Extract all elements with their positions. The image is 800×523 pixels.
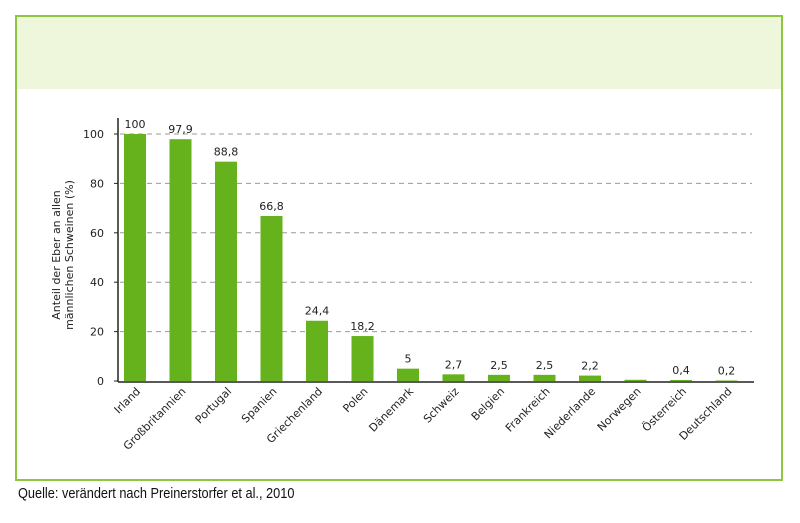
value-label: 2,5 <box>536 359 554 372</box>
bar <box>624 379 647 381</box>
source-note: Quelle: verändert nach Preinerstorfer et… <box>18 485 295 502</box>
value-label: 88,8 <box>214 146 239 159</box>
bar <box>579 375 601 381</box>
value-label: 2,5 <box>490 359 508 372</box>
bar <box>488 374 510 381</box>
bar <box>670 380 692 381</box>
value-label: 2,2 <box>581 360 599 373</box>
x-tick-label: Polen <box>340 385 370 415</box>
x-tick-label: Frankreich <box>503 385 553 435</box>
bar <box>260 216 283 381</box>
x-tick-label: Irland <box>112 385 143 416</box>
value-label: 18,2 <box>350 320 375 333</box>
y-axis-title: Anteil der Eber an allen männlichen Schw… <box>50 180 76 330</box>
y-tick-label: 60 <box>90 227 104 240</box>
y-tick-label: 100 <box>83 128 104 141</box>
bar <box>351 336 374 381</box>
value-label: 100 <box>125 118 146 131</box>
y-tick-label: 40 <box>90 276 104 289</box>
value-label: 24,4 <box>305 305 330 318</box>
bar <box>215 161 237 381</box>
x-tick-label: Österreich <box>640 385 689 434</box>
x-tick-label: Norwegen <box>595 385 644 434</box>
x-tick-label: Schweiz <box>421 385 462 426</box>
value-label: 2,7 <box>445 358 463 371</box>
bar <box>533 374 556 381</box>
y-axis-title-line: männlichen Schweinen (%) <box>63 180 76 330</box>
y-tick-label: 80 <box>90 177 104 190</box>
value-label: 0,4 <box>672 364 690 377</box>
y-axis-title-line: Anteil der Eber an allen <box>50 190 63 320</box>
frame <box>15 15 783 481</box>
value-label: 0,2 <box>718 365 736 378</box>
bar <box>397 368 419 381</box>
bar <box>169 139 192 381</box>
value-label: 66,8 <box>259 200 284 213</box>
x-tick-label: Portugal <box>193 385 234 426</box>
value-label: 5 <box>405 353 412 366</box>
y-tick-label: 20 <box>90 326 104 339</box>
header-band <box>17 17 781 89</box>
bar <box>442 374 465 381</box>
bar <box>124 134 146 381</box>
bar <box>306 320 328 381</box>
x-tick-label: Spanien <box>239 385 280 426</box>
value-label: 97,9 <box>168 123 193 136</box>
x-tick-label: Belgien <box>469 385 507 423</box>
y-tick-label: 0 <box>97 375 104 388</box>
x-tick-label: Dänemark <box>366 384 416 434</box>
